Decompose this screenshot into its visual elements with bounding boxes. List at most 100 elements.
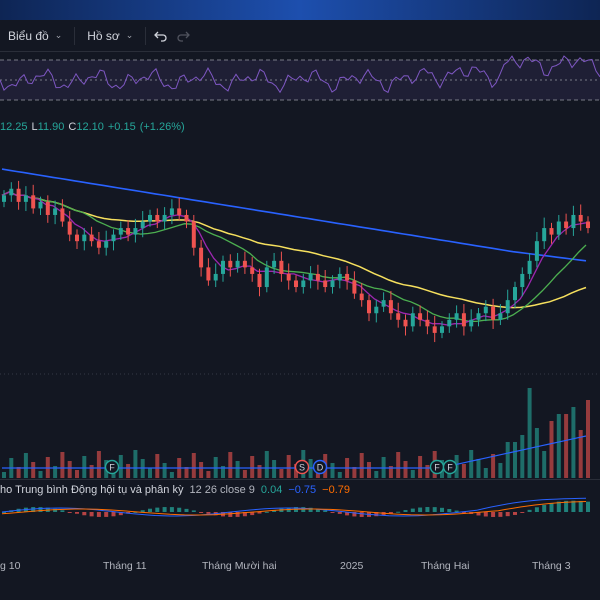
time-tick-label: Tháng Mười hai: [202, 560, 277, 572]
volume-bar: [352, 467, 357, 478]
macd-histogram-bar: [440, 507, 444, 512]
macd-params: 12 26 close 9: [189, 484, 255, 496]
event-marker-label: F: [434, 463, 440, 473]
candle-body: [242, 260, 247, 268]
volume-bar: [206, 471, 211, 478]
candle-body: [118, 228, 123, 235]
candle-body: [359, 293, 364, 301]
macd-histogram-bar: [184, 508, 189, 512]
profile-menu-button[interactable]: Hồ sơ ⌄: [79, 24, 141, 48]
time-tick-label: 2025: [340, 560, 364, 572]
candle-body: [578, 214, 583, 222]
volume-bar: [191, 453, 196, 478]
macd-histogram-bar: [388, 512, 393, 514]
candle-body: [177, 208, 182, 215]
volume-bar: [199, 462, 204, 478]
time-axis[interactable]: [0, 545, 600, 600]
chart-toolbar: Biểu đồ ⌄ Hồ sơ ⌄: [0, 20, 600, 52]
volume-bar: [483, 468, 488, 478]
candle-body: [476, 313, 481, 320]
volume-bar: [549, 421, 554, 478]
macd-histogram-bar: [228, 512, 233, 517]
candle-body: [403, 319, 408, 327]
volume-bar: [162, 463, 167, 478]
candle-body: [440, 326, 444, 333]
macd-histogram-bar: [461, 512, 466, 513]
volume-bar: [410, 470, 415, 478]
macd-histogram-bar: [133, 511, 138, 513]
rsi-line: [0, 55, 600, 94]
ohlc-change: +0.15: [107, 121, 136, 133]
volume-bar: [505, 442, 510, 478]
volume-bar: [286, 455, 291, 478]
candle-body: [367, 300, 371, 314]
candle-body: [396, 313, 401, 320]
volume-bar: [67, 461, 72, 478]
candle-body: [483, 306, 488, 314]
volume-bar: [337, 472, 342, 478]
volume-bar: [221, 466, 225, 478]
candle-body: [23, 195, 28, 202]
macd-histogram-bar: [505, 512, 510, 517]
candle-body: [155, 214, 160, 222]
macd-pane[interactable]: [0, 480, 600, 545]
volume-bar: [330, 463, 335, 478]
chevron-down-icon: ⌄: [125, 30, 134, 40]
ma-short-line: [1, 191, 587, 323]
candle-body: [2, 195, 6, 202]
macd-histogram-bar: [330, 512, 335, 513]
candle-body: [82, 234, 87, 242]
redo-button[interactable]: [172, 25, 194, 47]
volume-bar: [491, 454, 496, 478]
candle-body: [388, 300, 393, 314]
macd-histogram-bar: [75, 512, 79, 514]
volume-bar: [498, 463, 503, 478]
volume-bar: [250, 456, 255, 478]
candle-body: [345, 273, 350, 281]
volume-bar: [374, 471, 379, 478]
macd-histogram-bar: [403, 510, 408, 512]
volume-bar: [126, 464, 131, 478]
ohlc-close: 12.10: [76, 121, 104, 133]
volume-bar: [235, 461, 240, 478]
event-marker: [104, 459, 120, 475]
candle-body: [286, 273, 291, 281]
candle-body: [542, 228, 547, 242]
candle-body: [461, 313, 466, 327]
macd-histogram-bar: [447, 509, 452, 512]
time-tick-label: Tháng 11: [103, 560, 147, 572]
ohlc-high: 12.25: [0, 121, 28, 133]
ohlc-change-pct: (+1.26%): [139, 121, 185, 133]
volume-bar: [155, 454, 160, 478]
volume-bar: [586, 400, 590, 478]
time-tick-label: Tháng Hai: [421, 560, 470, 572]
event-marker-label: F: [447, 463, 453, 473]
redo-icon: [177, 31, 191, 42]
macd-histogram-bar: [2, 512, 6, 513]
macd-histogram-bar: [549, 503, 554, 512]
chart-menu-button[interactable]: Biểu đồ ⌄: [0, 24, 70, 48]
rsi-pane[interactable]: [0, 52, 600, 116]
macd-histogram-bar: [432, 507, 437, 512]
macd-histogram-bar: [345, 512, 350, 516]
pane-divider[interactable]: [0, 479, 600, 480]
macd-histogram-bar: [337, 512, 342, 514]
undo-button[interactable]: [150, 25, 172, 47]
candle-body: [279, 260, 284, 274]
volume-bar: [31, 462, 36, 478]
macd-histogram-bar: [199, 512, 204, 513]
ohlc-close-label: C: [68, 121, 77, 133]
volume-bar: [82, 456, 87, 478]
candle-body: [308, 273, 313, 281]
profile-menu-label: Hồ sơ: [87, 28, 120, 43]
candle-body: [315, 273, 320, 281]
candle-body: [148, 214, 152, 222]
macd-histogram-bar: [250, 512, 255, 516]
candle-body: [586, 221, 590, 229]
candle-body: [60, 208, 65, 222]
time-tick-label: Tháng 3: [532, 560, 571, 572]
volume-bar: [23, 453, 28, 478]
macd-histogram-bar: [177, 507, 182, 512]
macd-signal-value: −0.75: [288, 484, 317, 496]
